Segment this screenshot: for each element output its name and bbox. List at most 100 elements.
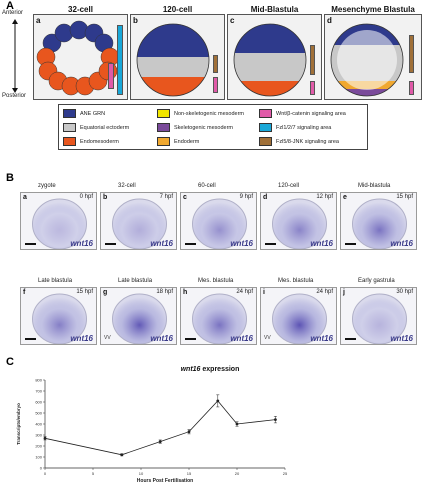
tile-hpf: 24 hpf xyxy=(236,289,253,295)
in-situ-image-grid: zygote a 0 hpf wnt16 32-cell b 7 hpf wnt16 60-ce… xyxy=(20,183,417,345)
scale-bar xyxy=(345,243,356,245)
tile-vv-mark: VV xyxy=(264,335,271,341)
tile-hpf: 30 hpf xyxy=(396,289,413,295)
scale-bar xyxy=(185,338,196,340)
tile-vv-mark: VV xyxy=(104,335,111,341)
x-tick-label: 25 xyxy=(283,471,288,476)
axis-double-arrow xyxy=(12,19,18,93)
scale-bar xyxy=(185,243,196,245)
in-situ-tile: h 24 hpf wnt16 xyxy=(180,287,257,345)
tile-sublabel: j xyxy=(343,289,345,296)
stage-header: zygote xyxy=(38,183,56,189)
embryo-image xyxy=(112,198,167,249)
stage-title-mesenchyme-blastula: Mesenchyme Blastula xyxy=(331,5,415,14)
fzl127-signaling-bar xyxy=(117,25,123,95)
legend-swatch xyxy=(157,137,170,146)
fzl58-signaling-bar xyxy=(310,45,315,75)
tile-gene-label: wnt16 xyxy=(390,239,413,248)
stage-header: Late blastula xyxy=(118,278,153,284)
box-sublabel: d xyxy=(327,16,332,25)
data-point xyxy=(235,422,239,426)
box-sublabel: a xyxy=(36,16,41,25)
in-situ-tile: a 0 hpf wnt16 xyxy=(20,192,97,250)
legend-label: Equatorial ectoderm xyxy=(80,124,130,131)
embryo-mesenchyme-blastula xyxy=(330,23,404,97)
tile-hpf: 7 hpf xyxy=(159,194,173,200)
stage-header: 32-cell xyxy=(118,183,136,189)
y-tick-label: 0 xyxy=(40,466,43,471)
stage-header: 60-cell xyxy=(198,183,216,189)
tile-sublabel: f xyxy=(23,289,26,296)
legend-label: Wnt/β-catenin signaling area xyxy=(276,110,346,117)
tile-hpf: 12 hpf xyxy=(316,194,333,200)
anterior-label: Anterior xyxy=(2,10,24,16)
y-tick-label: 500 xyxy=(35,411,42,416)
box-sublabel: c xyxy=(230,16,235,25)
chart-title-gene: wnt16 xyxy=(180,366,201,373)
fzl58-signaling-bar xyxy=(409,35,414,73)
embryo-mid-blastula xyxy=(233,23,307,97)
legend-label: Skeletogenic mesoderm xyxy=(174,124,234,131)
panel-a-letter: A xyxy=(6,0,14,12)
legend-swatch xyxy=(157,109,170,118)
legend-label: Fzl1/2/7 signaling area xyxy=(276,124,332,131)
tile-gene-label: wnt16 xyxy=(390,334,413,343)
legend-label: Non-skeletogenic mesoderm xyxy=(174,110,245,117)
tile-sublabel: g xyxy=(103,289,108,296)
tile-sublabel: h xyxy=(183,289,188,296)
stage-header: Mid-blastula xyxy=(358,183,391,189)
data-point xyxy=(216,399,220,403)
legend-item: Non-skeletogenic mesoderm xyxy=(157,109,244,118)
scale-bar xyxy=(105,243,116,245)
in-situ-tile: b 7 hpf wnt16 xyxy=(100,192,177,250)
tile-gene-label: wnt16 xyxy=(310,334,333,343)
tile-sublabel: i xyxy=(263,289,265,296)
x-tick-label: 20 xyxy=(235,471,240,476)
data-point xyxy=(120,453,124,457)
data-point xyxy=(274,418,277,421)
in-situ-tile: j 30 hpf wnt16 xyxy=(340,287,417,345)
y-tick-label: 100 xyxy=(35,455,42,460)
embryo-image xyxy=(192,293,247,344)
legend-swatch xyxy=(259,137,272,146)
wnt-signaling-bar xyxy=(213,77,218,93)
tile-hpf: 15 hpf xyxy=(76,289,93,295)
x-tick-label: 0 xyxy=(44,471,47,476)
in-situ-tile: d 12 hpf wnt16 xyxy=(260,192,337,250)
embryo-image xyxy=(192,198,247,249)
tile-sublabel: a xyxy=(23,194,27,201)
diagram-box-120-cell: b xyxy=(130,14,225,100)
anterior-posterior-axis: Anterior Posterior xyxy=(2,10,32,100)
tile-sublabel: d xyxy=(263,194,268,201)
y-tick-label: 700 xyxy=(35,389,42,394)
tile-gene-label: wnt16 xyxy=(70,334,93,343)
legend-item: Endomesoderm xyxy=(63,137,119,146)
embryo-120-cell xyxy=(136,23,210,97)
y-tick-label: 400 xyxy=(35,422,42,427)
in-situ-tile: c 9 hpf wnt16 xyxy=(180,192,257,250)
tile-gene-label: wnt16 xyxy=(150,239,173,248)
data-point xyxy=(158,440,162,443)
embryo-image xyxy=(112,293,167,344)
legend-label: Fzl5/8-JNK signaling area xyxy=(276,138,339,145)
tile-sublabel: e xyxy=(343,194,347,201)
scale-bar xyxy=(25,243,36,245)
diagram-box-mesenchyme-blastula: d xyxy=(324,14,422,100)
tile-hpf: 0 hpf xyxy=(79,194,93,200)
tile-sublabel: c xyxy=(183,194,187,201)
series-line xyxy=(44,400,276,456)
legend-item: Wnt/β-catenin signaling area xyxy=(259,109,346,118)
tile-sublabel: b xyxy=(103,194,108,201)
chart-title: wnt16 expression xyxy=(60,366,360,373)
legend-swatch xyxy=(63,109,76,118)
legend-label: Endomesoderm xyxy=(80,138,119,145)
tile-hpf: 18 hpf xyxy=(156,289,173,295)
legend-item: Equatorial ectoderm xyxy=(63,123,129,132)
wnt-signaling-bar xyxy=(409,81,414,95)
legend-swatch xyxy=(63,137,76,146)
stage-title-120-cell: 120-cell xyxy=(162,5,193,14)
panel-c-letter: C xyxy=(6,356,14,368)
in-situ-tile: f 15 hpf wnt16 xyxy=(20,287,97,345)
stage-header: Early gastrula xyxy=(358,278,395,284)
chart-title-rest: expression xyxy=(200,366,240,373)
